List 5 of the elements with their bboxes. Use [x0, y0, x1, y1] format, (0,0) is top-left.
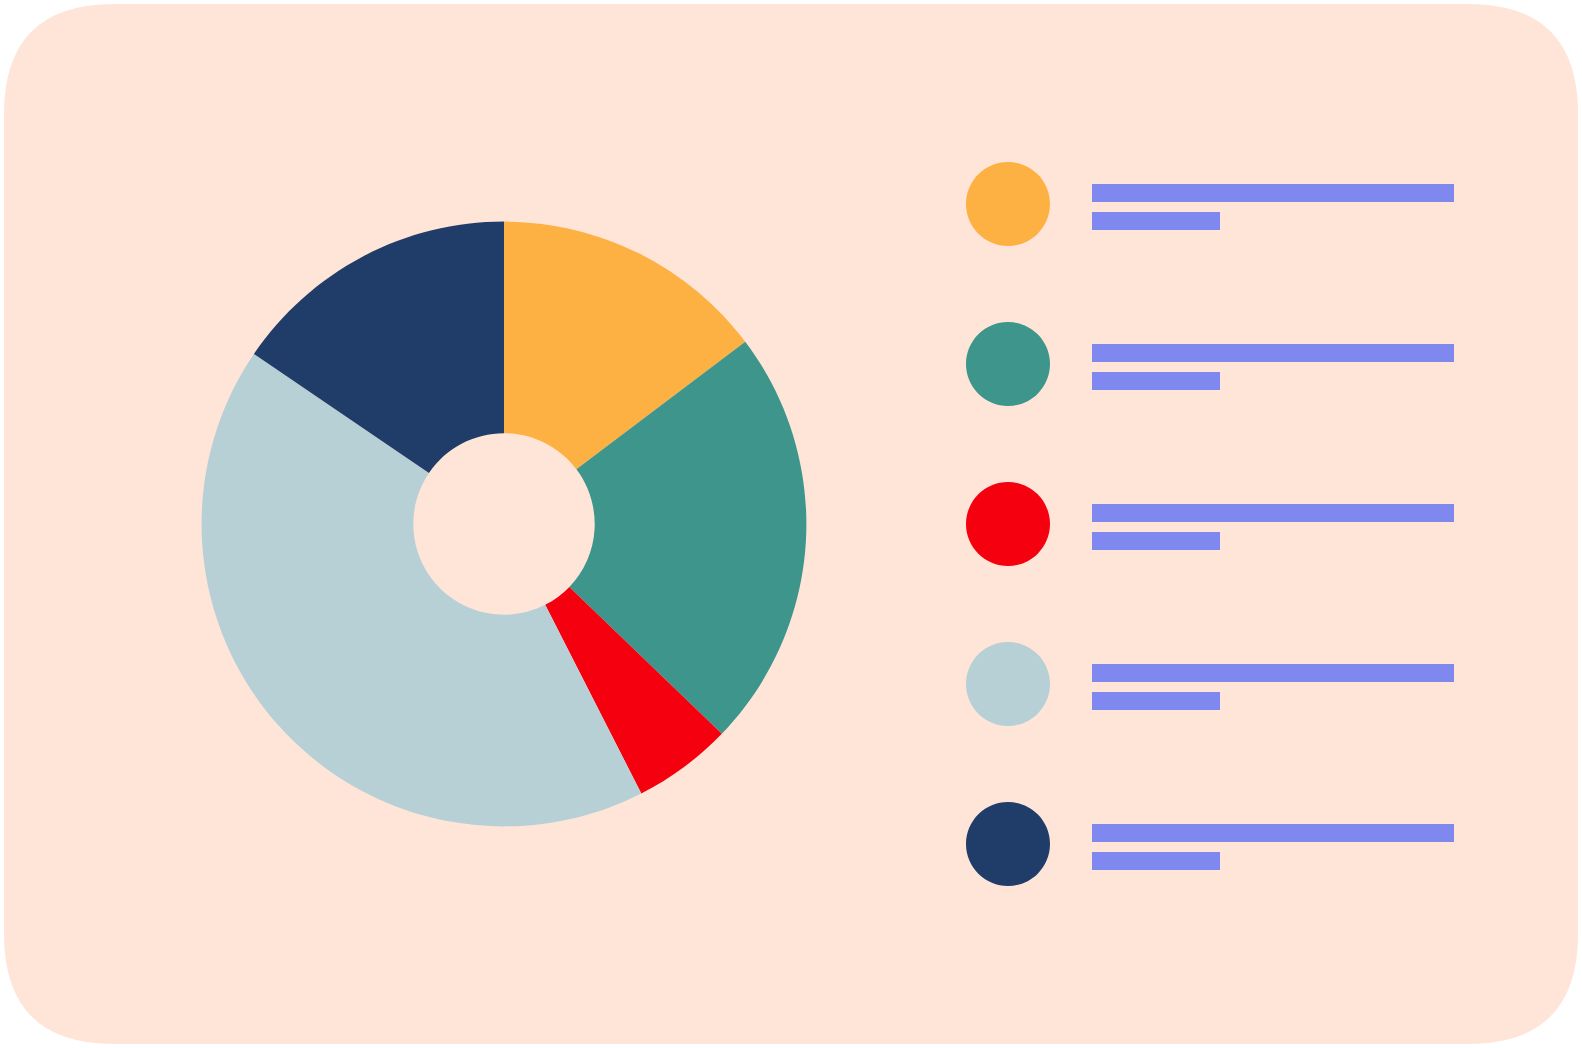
donut-slice: [504, 221, 746, 470]
donut-slice: [201, 354, 642, 827]
donut-slice: [545, 586, 722, 794]
donut-slice: [569, 341, 807, 734]
donut-slice: [253, 221, 504, 474]
